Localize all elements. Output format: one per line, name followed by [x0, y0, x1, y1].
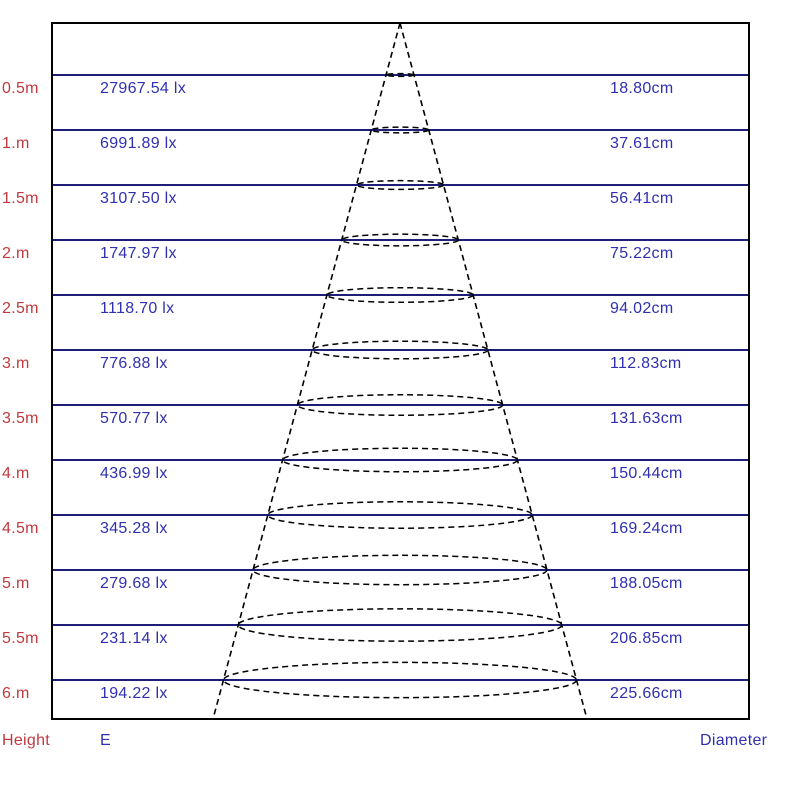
diameter-value: 225.66cm	[610, 685, 683, 702]
beam-ellipse	[222, 661, 578, 699]
height-label: 0.5m	[2, 80, 39, 97]
cone-edge-right	[399, 22, 588, 720]
beam-ellipse	[296, 393, 504, 417]
diameter-value: 112.83cm	[610, 355, 682, 372]
beam-ellipse	[267, 501, 533, 529]
beam-ellipse	[326, 286, 474, 304]
illuminance-value: 27967.54 lx	[100, 80, 187, 97]
height-label: 5.m	[2, 575, 30, 592]
cone-edge-left	[212, 22, 401, 720]
illuminance-value: 6991.89 lx	[100, 135, 177, 152]
diameter-value: 206.85cm	[610, 630, 683, 647]
height-label: 6.m	[2, 685, 30, 702]
illuminance-value: 1118.70 lx	[100, 300, 175, 317]
height-label: 4.5m	[2, 520, 39, 537]
beam-ellipse	[340, 233, 460, 247]
beam-ellipse	[370, 126, 430, 134]
height-label: 1.5m	[2, 190, 39, 207]
beam-ellipse	[252, 554, 548, 586]
diameter-value: 37.61cm	[610, 135, 674, 152]
illuminance-value: 3107.50 lx	[100, 190, 177, 207]
diameter-value: 18.80cm	[610, 80, 674, 97]
height-label: 1.m	[2, 135, 30, 152]
illuminance-value: 1747.97 lx	[100, 245, 177, 262]
beam-ellipse	[237, 608, 563, 642]
height-label: 2.m	[2, 245, 30, 262]
height-axis-label: Height	[2, 732, 51, 749]
diameter-value: 150.44cm	[610, 465, 683, 482]
diameter-axis-label: Diameter	[700, 732, 768, 749]
illuminance-value: 570.77 lx	[100, 410, 168, 427]
illuminance-value: 231.14 lx	[100, 630, 168, 647]
diameter-value: 94.02cm	[610, 300, 674, 317]
height-label: 3.5m	[2, 410, 39, 427]
diameter-value: 188.05cm	[610, 575, 683, 592]
height-label: 3.m	[2, 355, 30, 372]
height-label: 2.5m	[2, 300, 39, 317]
illuminance-value: 279.68 lx	[100, 575, 168, 592]
illuminance-value: 776.88 lx	[100, 355, 168, 372]
beam-ellipse	[385, 72, 415, 78]
height-label: 5.5m	[2, 630, 39, 647]
illuminance-value: 345.28 lx	[100, 520, 168, 537]
beam-ellipse	[281, 447, 519, 473]
diameter-value: 131.63cm	[610, 410, 683, 427]
illuminance-value: 436.99 lx	[100, 465, 168, 482]
illuminance-value: 194.22 lx	[100, 685, 168, 702]
diameter-value: 169.24cm	[610, 520, 683, 537]
beam-ellipse	[355, 179, 445, 191]
beam-ellipse	[311, 340, 489, 360]
illuminance-axis-label: E	[100, 732, 111, 749]
diameter-value: 56.41cm	[610, 190, 674, 207]
height-label: 4.m	[2, 465, 30, 482]
diameter-value: 75.22cm	[610, 245, 674, 262]
